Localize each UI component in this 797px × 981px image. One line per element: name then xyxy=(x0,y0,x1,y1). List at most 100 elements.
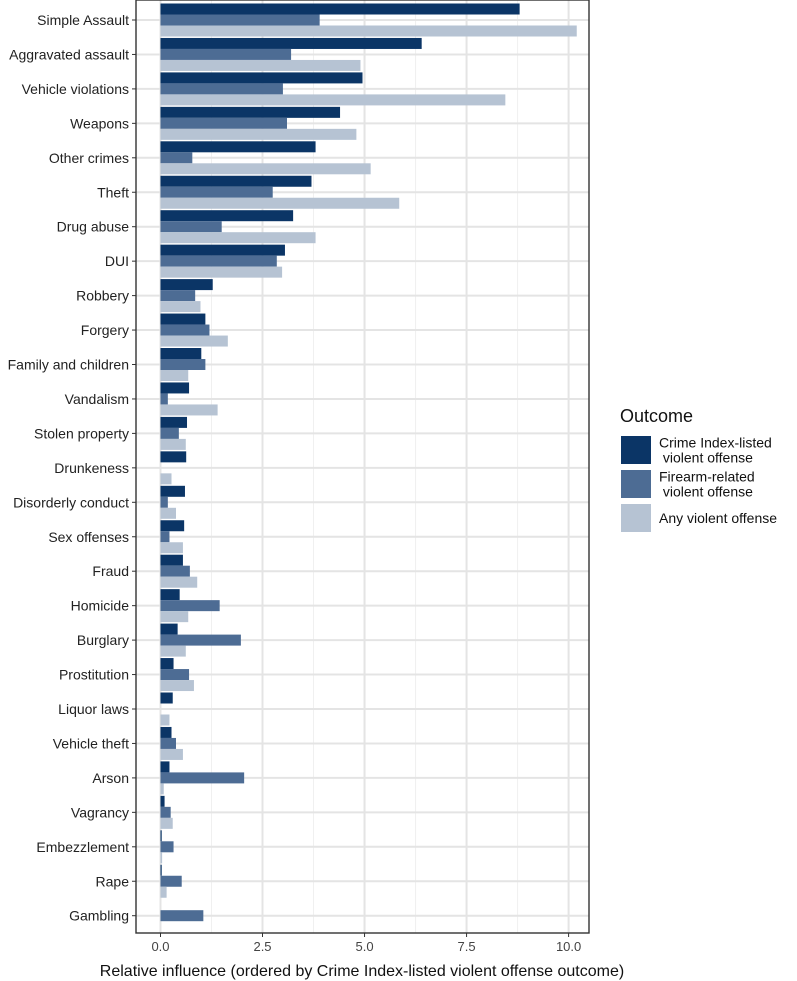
bar xyxy=(160,416,188,428)
bar xyxy=(160,186,273,198)
category-label: Vehicle violations xyxy=(22,81,129,97)
bar xyxy=(160,152,193,164)
x-axis-title: Relative influence (ordered by Crime Ind… xyxy=(100,963,624,980)
bar xyxy=(160,507,176,519)
y-axis-labels: Simple Assault Aggravated assault Vehicle … xyxy=(8,12,136,924)
bar xyxy=(160,565,190,577)
bar xyxy=(160,382,190,394)
category-label: Drug abuse xyxy=(57,219,130,235)
bar xyxy=(160,106,341,118)
x-tick-label: 2.5 xyxy=(253,939,271,954)
bar xyxy=(160,795,165,807)
bar xyxy=(160,772,245,784)
bar xyxy=(160,817,173,829)
bar xyxy=(160,485,185,497)
category-label: Drunkeness xyxy=(54,460,129,476)
bar xyxy=(160,714,170,726)
bar xyxy=(160,279,213,291)
bar xyxy=(160,48,292,60)
legend-key xyxy=(621,504,651,532)
bar xyxy=(160,886,167,898)
bar xyxy=(160,658,174,670)
bar xyxy=(160,473,172,485)
bar xyxy=(160,94,506,106)
bar xyxy=(160,692,173,704)
bar xyxy=(160,348,202,359)
bar xyxy=(160,576,198,588)
bar xyxy=(160,290,196,302)
legend-label: violent offense xyxy=(659,450,753,466)
bar xyxy=(160,427,179,439)
bar xyxy=(160,875,182,887)
legend: Outcome Crime Index-listed violent offen… xyxy=(620,406,777,532)
bar xyxy=(160,141,316,153)
bar xyxy=(160,910,204,922)
category-label: Embezzlement xyxy=(36,839,129,855)
category-label: Theft xyxy=(97,184,129,200)
x-tick-label: 0.0 xyxy=(151,939,169,954)
bar xyxy=(160,370,189,381)
bar xyxy=(160,210,294,222)
category-label: Robbery xyxy=(76,288,129,304)
legend-key xyxy=(621,470,651,498)
category-label: Arson xyxy=(92,770,129,786)
bar xyxy=(160,393,168,405)
category-label: Vandalism xyxy=(65,391,129,407)
bar xyxy=(160,197,400,209)
bar xyxy=(160,520,185,532)
bar xyxy=(160,623,178,635)
bar xyxy=(160,128,357,140)
category-label: Burglary xyxy=(77,632,129,648)
bar xyxy=(160,852,163,864)
category-label: DUI xyxy=(105,253,129,269)
bar xyxy=(160,554,183,566)
bar xyxy=(160,83,283,95)
bar xyxy=(160,313,206,325)
legend-key xyxy=(621,436,651,464)
category-label: Vagrancy xyxy=(71,804,129,820)
category-label: Simple Assault xyxy=(37,12,129,28)
bar xyxy=(160,737,176,749)
legend-label: Any violent offense xyxy=(659,510,777,526)
bar xyxy=(160,438,186,450)
bar xyxy=(160,266,283,278)
bar xyxy=(160,680,194,692)
category-label: Other crimes xyxy=(49,150,129,166)
category-label: Aggravated assault xyxy=(9,46,129,62)
bar xyxy=(160,59,361,71)
bar xyxy=(160,451,187,463)
bar xyxy=(160,645,186,657)
x-tick-label: 7.5 xyxy=(458,939,476,954)
category-label: Sex offenses xyxy=(48,529,129,545)
legend-title: Outcome xyxy=(620,406,693,426)
category-label: Family and children xyxy=(8,357,129,373)
bar xyxy=(160,244,285,256)
bar xyxy=(160,232,316,244)
category-label: Prostitution xyxy=(59,667,129,683)
bar xyxy=(160,531,170,543)
bar xyxy=(160,324,210,336)
category-label: Disorderly conduct xyxy=(13,494,129,510)
category-label: Liquor laws xyxy=(58,701,129,717)
bar xyxy=(160,404,218,416)
category-label: Gambling xyxy=(69,908,129,924)
bar xyxy=(160,761,170,773)
plot-panel xyxy=(136,0,589,933)
bar xyxy=(160,726,172,738)
bar xyxy=(160,221,222,233)
category-label: Forgery xyxy=(81,322,129,338)
bar xyxy=(160,600,220,612)
bar xyxy=(160,72,363,84)
bar xyxy=(160,37,422,49)
bar xyxy=(160,14,320,26)
bar xyxy=(160,748,183,760)
bar xyxy=(160,3,520,15)
category-label: Fraud xyxy=(92,563,129,579)
category-label: Vehicle theft xyxy=(53,735,129,751)
plot-border xyxy=(135,0,590,934)
bar xyxy=(160,496,168,508)
bar xyxy=(160,117,287,129)
bar xyxy=(160,175,312,187)
bar xyxy=(160,542,183,554)
category-label: Stolen property xyxy=(34,425,129,441)
